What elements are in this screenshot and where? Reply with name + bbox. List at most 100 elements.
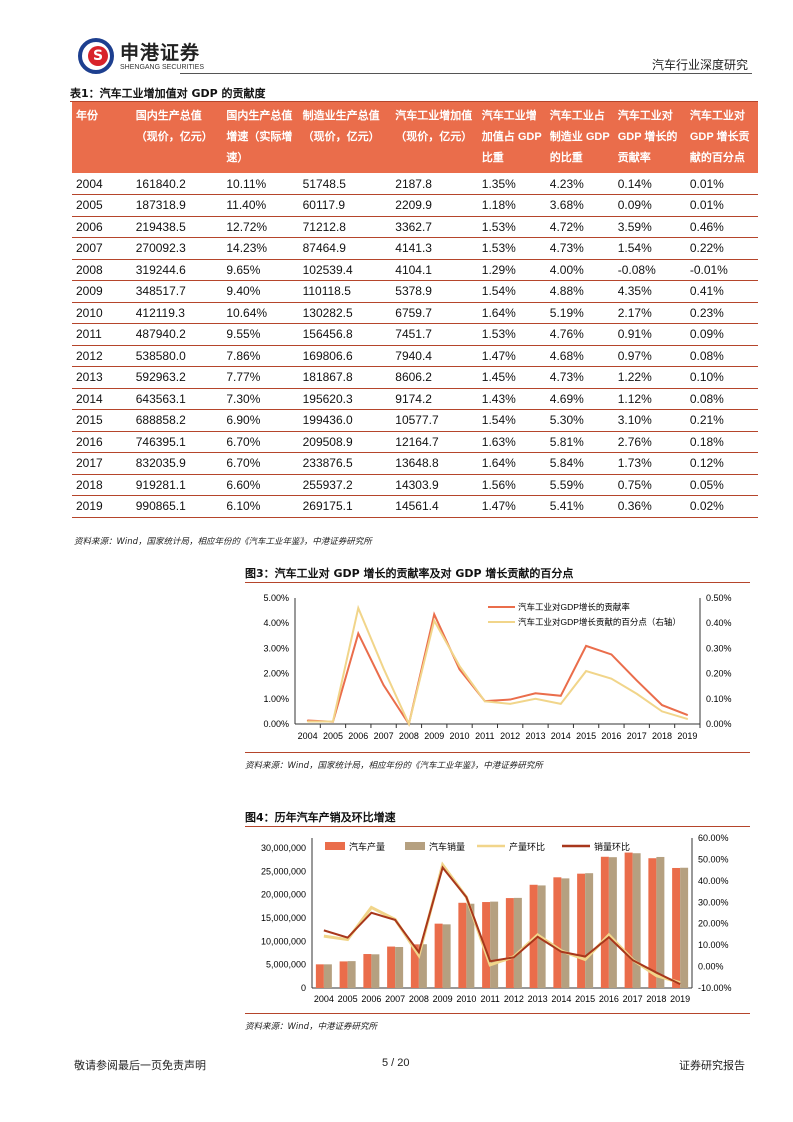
bar-sales [466,903,475,988]
table-cell: 6.70% [222,431,299,453]
table-cell: 4.88% [545,280,614,303]
table-cell: 187318.9 [131,194,223,217]
table-row: 2015 688858.2 6.90% 199436.0 10577.7 1.54% 5.3… [72,409,758,432]
table-cell: 1.22% [613,366,686,389]
table-cell: 10.11% [222,173,299,195]
table-cell: 1.47% [477,345,546,367]
table-cell: 919281.1 [131,474,223,496]
table-source: 资料来源：Wind，国家统计局，相应年份的《汽车工业年鉴》，中港证券研究所 [74,537,372,547]
table-cell: 10577.7 [391,409,478,432]
data-point [306,720,309,723]
table-cell: 14303.9 [391,474,478,496]
table-row: 2016 746395.1 6.70% 209508.9 12164.7 1.63% 5.8… [72,431,758,453]
table-cell: 9.55% [222,323,299,346]
bar-sales [585,873,594,988]
table-cell: 990865.1 [131,495,223,518]
table-cell: 4.76% [545,323,614,346]
table-cell: 7451.7 [391,323,478,346]
bar-sales [632,853,641,988]
bar-production [458,902,467,988]
x-tick-label: 2006 [361,994,381,1004]
x-tick-label: 2017 [627,731,647,741]
data-point [458,665,461,667]
caption-rule [70,101,758,102]
table-cell: 1.53% [477,216,546,238]
table-cell: 0.12% [685,452,758,475]
bar-sales [418,944,427,988]
figure3-line-chart: 0.00% 0.00% 1.00% 0.10% 2.00% 0.20% 3.00% 0.30%… [263,593,731,741]
data-point [357,607,360,609]
table-row: 2011 487940.2 9.55% 156456.8 7451.7 1.53% 4.76… [72,323,758,346]
table-cell: 4.68% [545,345,614,367]
figure3-rule [245,582,750,583]
table-cell: 1.18% [477,194,546,217]
bar-production [339,961,348,988]
column-header: 国内生产总值（现价，亿元） [131,102,223,173]
table-cell: 319244.6 [131,259,223,281]
table-cell: 12.72% [222,216,299,238]
bar-sales [656,856,665,988]
bar-production [600,856,609,988]
table-row: 2006 219438.5 12.72% 71212.8 3362.7 1.53% 4.72… [72,216,758,238]
table-cell: 12164.7 [391,431,478,453]
table-cell: 2015 [72,409,132,432]
x-tick-label: 2010 [456,994,476,1004]
table-cell: 0.21% [685,409,758,432]
table-cell: 102539.4 [298,259,392,281]
y-tick-label: 0.00% [263,719,289,729]
data-point [559,703,562,705]
column-header: 汽车工业增加值（现价，亿元） [391,102,478,173]
table-cell: 1.43% [477,388,546,410]
data-point [509,698,511,701]
x-tick-label: 2010 [450,731,470,741]
table-cell: 4.73% [545,237,614,260]
x-tick-label: 2008 [409,994,429,1004]
table-cell: 5.84% [545,452,614,475]
table-cell: 7940.4 [391,345,478,367]
x-tick-label: 2018 [646,994,666,1004]
series-line-production-growth [323,861,681,985]
table-cell: 2008 [72,259,132,281]
bar-sales [442,924,451,988]
bar-production [529,884,538,988]
table-cell: 1.73% [613,452,686,475]
table-row: 2012 538580.0 7.86% 169806.6 7940.4 1.47% 4.68… [72,345,758,367]
data-point [534,698,537,700]
bar-production [624,852,633,988]
table-row: 2010 412119.3 10.64% 130282.5 6759.7 1.64% 5.1… [72,302,758,324]
x-tick-label: 2019 [670,994,690,1004]
table-cell: 1.54% [613,237,686,260]
table-cell: 0.91% [613,323,686,346]
legend-label: 汽车工业对GDP增长贡献的百分点（右轴） [518,617,681,627]
table-cell: 3362.7 [391,216,478,238]
table-cell: 11.40% [222,194,299,217]
table-row: 2019 990865.1 6.10% 269175.1 14561.4 1.47% 5.4… [72,495,758,518]
table-cell: 60117.9 [298,194,392,217]
table-cell: 1.45% [477,366,546,389]
y-tick-label: 5.00% [263,593,289,603]
x-tick-label: 2007 [385,994,405,1004]
table-cell: 0.22% [685,237,758,260]
y2-tick-label: 40.00% [698,876,729,886]
bar-sales [323,964,332,988]
y-tick-label: 10,000,000 [261,936,306,946]
table-cell: 4.23% [545,173,614,195]
y2-tick-label: 20.00% [698,919,729,929]
data-point [559,694,562,697]
bar-production [577,873,586,988]
table-cell: 6759.7 [391,302,478,324]
header-divider [180,73,752,74]
y-tick-label: 3.00% [263,643,289,653]
bar-sales [561,878,570,988]
logo-subtext: SHENGANG SECURITIES [120,64,205,71]
bar-sales [347,961,356,988]
figure4-source: 资料来源：Wind，中港证券研究所 [245,1022,378,1032]
table-cell: 1.64% [477,452,546,475]
table-body: 2004 161840.2 10.11% 51748.5 2187.8 1.35% 4.23… [72,173,758,518]
data-point [458,668,461,671]
table-row: 2018 919281.1 6.60% 255937.2 14303.9 1.56% 5.5… [72,474,758,496]
disclaimer-note: 敬请参阅最后一页免责声明 [74,1059,206,1072]
table-cell: -0.01% [685,259,758,281]
x-tick-label: 2009 [433,994,453,1004]
table-cell: 6.60% [222,474,299,496]
